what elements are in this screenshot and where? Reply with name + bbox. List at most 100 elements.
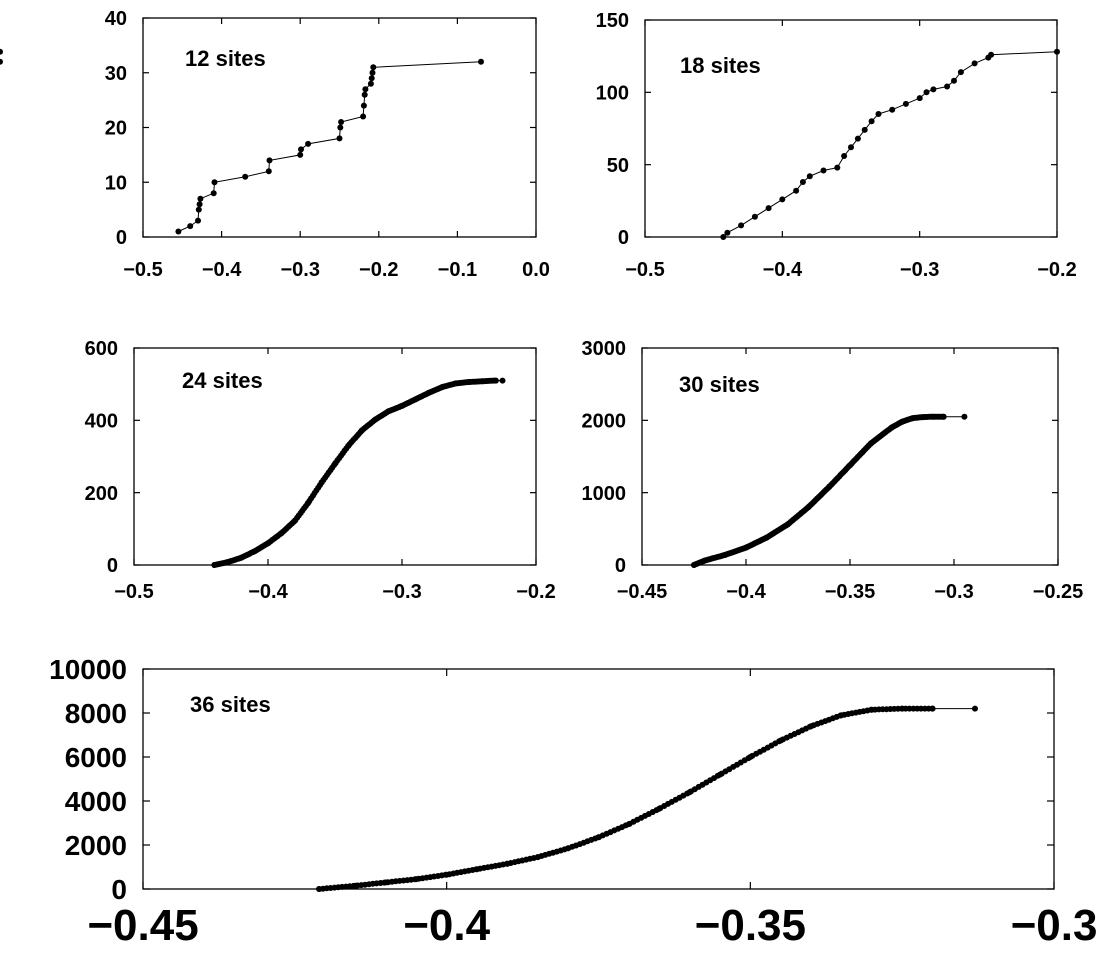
- data-point: [765, 205, 772, 212]
- series-line: [178, 61, 482, 232]
- x-tick-label: −0.4: [763, 259, 803, 281]
- data-point: [902, 100, 909, 107]
- series-line: [214, 380, 503, 566]
- data-point: [826, 483, 833, 490]
- plot-frame: [133, 347, 537, 566]
- data-point: [834, 164, 841, 171]
- data-point: [784, 521, 791, 528]
- data-point: [413, 876, 420, 883]
- data-point: [867, 440, 874, 447]
- data-point: [738, 222, 745, 229]
- data-point: [251, 548, 258, 555]
- data-point: [875, 111, 882, 117]
- data-point: [195, 206, 202, 213]
- series-line: [722, 51, 1058, 238]
- data-point: [305, 140, 312, 147]
- data-point: [961, 413, 968, 420]
- data-point: [479, 378, 486, 385]
- data-point: [382, 879, 389, 886]
- data-point: [336, 135, 343, 142]
- data-point: [929, 705, 936, 712]
- data-point: [923, 89, 930, 96]
- y-tick-label: 20: [105, 118, 127, 140]
- x-tick-label: −0.35: [825, 581, 876, 603]
- data-point: [278, 530, 285, 537]
- x-tick-label: −0.2: [516, 581, 555, 603]
- data-point: [686, 789, 693, 796]
- data-point: [265, 540, 271, 547]
- data-point: [751, 213, 758, 220]
- data-point: [743, 544, 749, 551]
- data-point: [971, 60, 978, 67]
- data-point: [211, 562, 218, 568]
- y-tick-label: 400: [85, 411, 118, 433]
- x-tick-label: −0.5: [114, 581, 153, 603]
- data-point: [779, 196, 786, 203]
- data-point: [362, 86, 369, 93]
- y-tick-label: 40: [105, 8, 127, 30]
- x-tick-label: −0.3: [934, 581, 973, 603]
- plot-frame: [142, 668, 1055, 890]
- data-point: [793, 187, 800, 194]
- x-tick-label: −0.5: [123, 259, 162, 281]
- data-point: [360, 102, 367, 109]
- x-tick-label: −0.2: [359, 259, 398, 281]
- data-point: [534, 854, 541, 861]
- data-point: [724, 229, 731, 236]
- x-tick-label: −0.45: [617, 581, 668, 603]
- data-point: [372, 416, 379, 423]
- data-point: [305, 499, 312, 506]
- data-point: [717, 771, 723, 778]
- x-tick-label: −0.4: [726, 581, 766, 603]
- data-point: [720, 234, 727, 240]
- y-tick-label: 1000: [582, 483, 627, 505]
- data-point: [361, 91, 368, 98]
- y-tick-label: 0: [618, 227, 629, 249]
- data-point: [318, 479, 325, 486]
- panel-5: −0.45 −0.4 −0.35 −0.3 0 2000 4000 6000 8000 10000…: [49, 654, 1097, 950]
- data-point: [889, 106, 896, 113]
- data-point: [443, 871, 450, 878]
- y-tick-label: 0: [615, 555, 626, 577]
- data-point: [265, 168, 272, 175]
- data-point: [337, 124, 344, 131]
- data-point: [841, 153, 848, 159]
- data-point: [1054, 48, 1060, 55]
- y-tick-label: 6000: [65, 742, 127, 773]
- y-tick-label: 3000: [582, 338, 627, 360]
- data-point: [197, 195, 204, 202]
- data-point: [940, 413, 947, 420]
- panel-annotation: 18 sites: [680, 53, 761, 78]
- x-tick-label: −0.3: [280, 259, 319, 281]
- data-point: [499, 377, 506, 384]
- y-tick-label: 2000: [582, 411, 627, 433]
- data-point: [868, 118, 875, 125]
- data-point: [0, 58, 3, 65]
- data-point: [848, 144, 854, 151]
- series-line: [319, 708, 975, 890]
- data-point: [916, 95, 923, 102]
- data-point: [899, 418, 905, 425]
- x-tick-label: −0.3: [1011, 901, 1098, 950]
- x-tick-label: 0.0: [522, 259, 550, 281]
- x-tick-label: −0.3: [382, 581, 421, 603]
- y-tick-label: 30: [105, 63, 127, 85]
- data-point: [298, 146, 304, 153]
- y-tick-label: 150: [596, 10, 629, 32]
- data-point: [425, 389, 432, 396]
- y-tick-label: 10: [105, 172, 127, 194]
- data-point: [799, 179, 806, 185]
- y-tick-label: 100: [596, 83, 629, 105]
- data-point: [656, 805, 663, 812]
- data-point: [722, 551, 729, 558]
- x-tick-label: −0.35: [695, 901, 806, 950]
- data-point: [747, 754, 754, 760]
- panel-annotation: 36 sites: [190, 692, 271, 717]
- data-point: [412, 396, 419, 403]
- data-point: [367, 80, 374, 87]
- data-point: [452, 380, 459, 387]
- data-point: [909, 415, 916, 422]
- data-point: [360, 113, 367, 120]
- y-tick-label: 200: [85, 483, 118, 505]
